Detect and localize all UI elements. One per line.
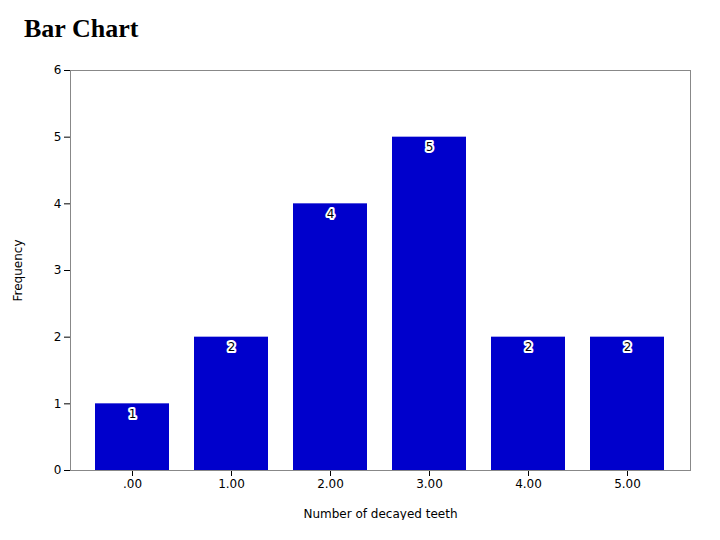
svg-text:0: 0: [54, 463, 62, 477]
svg-text:1: 1: [54, 397, 62, 411]
svg-text:5: 5: [54, 130, 62, 144]
svg-text:6: 6: [54, 63, 62, 77]
svg-text:1.00: 1.00: [218, 477, 245, 491]
html-text:Bar Chart: Bar Chart: [24, 14, 139, 43]
svg-text:4: 4: [327, 207, 335, 221]
svg-text:2.00: 2.00: [317, 477, 344, 491]
svg-text:3: 3: [54, 263, 62, 277]
svg-text:2: 2: [54, 330, 62, 344]
svg-text:Number of decayed teeth: Number of decayed teeth: [303, 507, 457, 521]
svg-text:Frequency: Frequency: [11, 240, 25, 302]
svg-text:1: 1: [129, 407, 137, 421]
svg-text:4.00: 4.00: [515, 477, 542, 491]
svg-text:5: 5: [426, 140, 434, 154]
svg-text:.00: .00: [123, 477, 142, 491]
svg-text:4: 4: [54, 197, 62, 211]
svg-text:5.00: 5.00: [614, 477, 641, 491]
svg-text:2: 2: [228, 340, 236, 354]
svg-text:2: 2: [624, 340, 632, 354]
svg-text:3.00: 3.00: [416, 477, 443, 491]
svg-text:2: 2: [525, 340, 533, 354]
